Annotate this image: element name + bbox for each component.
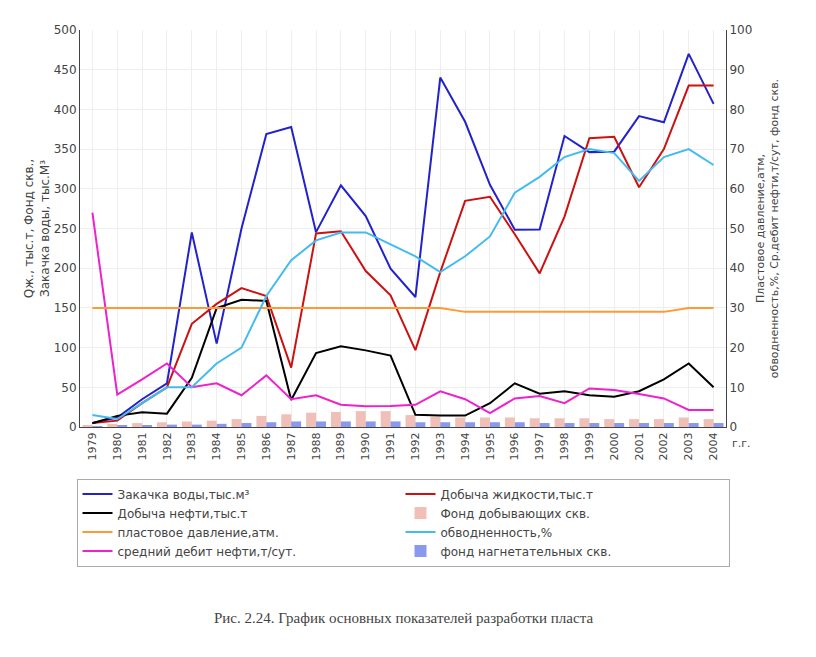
- svg-text:500: 500: [54, 23, 77, 37]
- svg-text:50: 50: [61, 381, 76, 395]
- svg-text:Рис. 2.24. График основных пок: Рис. 2.24. График основных показателей р…: [214, 610, 593, 626]
- svg-text:2004: 2004: [707, 432, 720, 460]
- svg-text:100: 100: [54, 341, 77, 355]
- svg-text:г.г.: г.г.: [732, 437, 751, 450]
- svg-text:1992: 1992: [409, 432, 422, 460]
- svg-text:Добыча жидкости,тыс.т: Добыча жидкости,тыс.т: [441, 488, 593, 502]
- svg-text:1994: 1994: [459, 432, 472, 460]
- svg-text:обводненность,%: обводненность,%: [441, 526, 553, 540]
- svg-text:1991: 1991: [384, 432, 397, 460]
- svg-text:2003: 2003: [682, 432, 695, 460]
- svg-text:пластовое давление,атм.: пластовое давление,атм.: [118, 526, 279, 540]
- svg-text:Закачка воды,тыс.м³: Закачка воды,тыс.м³: [118, 488, 250, 502]
- svg-text:40: 40: [729, 261, 744, 275]
- svg-text:1989: 1989: [334, 432, 347, 460]
- svg-text:1990: 1990: [359, 432, 372, 460]
- svg-text:2002: 2002: [657, 432, 670, 460]
- svg-text:1993: 1993: [434, 432, 447, 460]
- svg-text:1980: 1980: [111, 432, 124, 460]
- svg-text:250: 250: [54, 222, 77, 236]
- svg-text:средний дебит нефти,т/сут.: средний дебит нефти,т/сут.: [118, 545, 296, 559]
- svg-text:0: 0: [69, 420, 77, 434]
- svg-text:Фонд добывающих скв.: Фонд добывающих скв.: [441, 507, 590, 521]
- svg-text:300: 300: [54, 182, 77, 196]
- svg-text:1987: 1987: [285, 432, 298, 460]
- svg-text:30: 30: [729, 301, 744, 315]
- svg-text:1988: 1988: [310, 432, 323, 460]
- svg-text:10: 10: [729, 381, 744, 395]
- svg-text:20: 20: [729, 341, 744, 355]
- svg-text:100: 100: [729, 23, 752, 37]
- svg-text:400: 400: [54, 103, 77, 117]
- svg-text:1984: 1984: [210, 432, 223, 460]
- svg-text:1982: 1982: [161, 432, 174, 460]
- svg-text:1996: 1996: [508, 432, 521, 460]
- svg-text:60: 60: [729, 182, 744, 196]
- svg-text:200: 200: [54, 261, 77, 275]
- svg-text:1985: 1985: [235, 432, 248, 460]
- svg-text:70: 70: [729, 142, 744, 156]
- svg-text:2001: 2001: [633, 432, 646, 460]
- svg-text:1998: 1998: [558, 432, 571, 460]
- svg-text:1999: 1999: [583, 432, 596, 460]
- svg-text:450: 450: [54, 63, 77, 77]
- svg-text:фонд нагнетательных скв.: фонд нагнетательных скв.: [441, 545, 612, 559]
- svg-text:1979: 1979: [86, 432, 99, 460]
- svg-text:2000: 2000: [608, 432, 621, 460]
- svg-text:0: 0: [729, 420, 737, 434]
- svg-text:1995: 1995: [484, 432, 497, 460]
- svg-text:Qж., тыс.т, Фонд скв.,Закачка: Qж., тыс.т, Фонд скв.,Закачка воды, тыс.…: [22, 159, 52, 298]
- svg-text:1981: 1981: [136, 432, 149, 460]
- svg-text:90: 90: [729, 63, 744, 77]
- svg-text:1997: 1997: [533, 432, 546, 460]
- svg-text:1983: 1983: [185, 432, 198, 460]
- svg-text:Добыча нефти,тыс.т: Добыча нефти,тыс.т: [118, 507, 248, 521]
- svg-text:Пластовое давление,атм,обводне: Пластовое давление,атм,обводненность,%, …: [754, 79, 781, 378]
- svg-text:80: 80: [729, 103, 744, 117]
- svg-text:150: 150: [54, 301, 77, 315]
- svg-text:1986: 1986: [260, 432, 273, 460]
- svg-text:350: 350: [54, 142, 77, 156]
- svg-text:50: 50: [729, 222, 744, 236]
